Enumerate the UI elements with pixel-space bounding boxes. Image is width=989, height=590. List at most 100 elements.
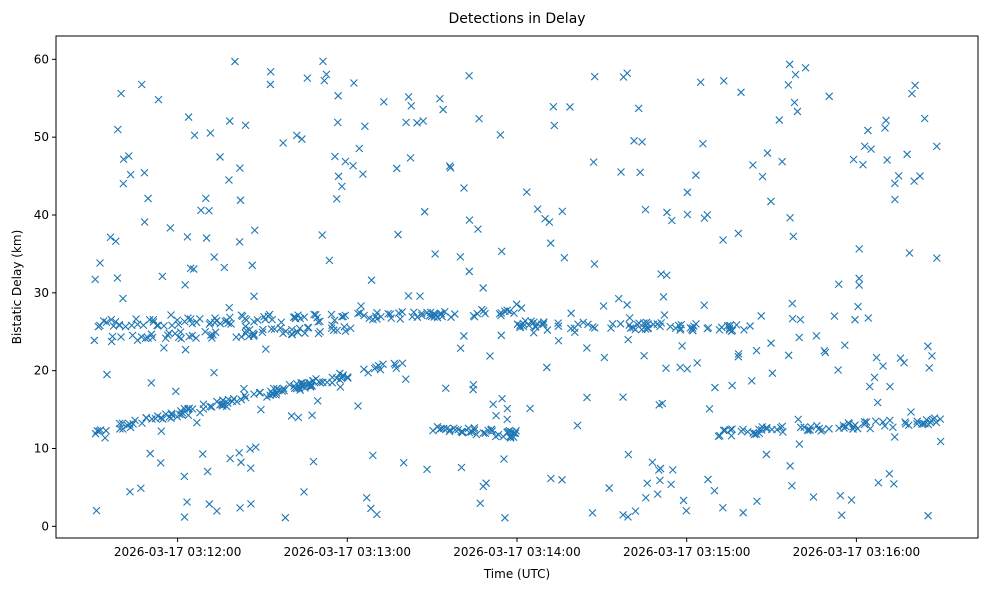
clutter-point — [325, 256, 334, 265]
clutter-point — [479, 284, 488, 292]
clutter-point — [497, 247, 506, 256]
clutter-point — [757, 312, 766, 320]
track-point — [269, 384, 278, 393]
track-point — [773, 425, 781, 434]
track-point — [879, 418, 887, 426]
clutter-point — [718, 503, 727, 512]
clutter-point — [300, 487, 308, 496]
track-point — [527, 317, 535, 326]
track-point — [327, 310, 336, 319]
clutter-point — [308, 411, 316, 420]
track-point — [376, 365, 385, 374]
clutter-point — [682, 506, 691, 515]
clutter-point — [683, 364, 692, 373]
track-point — [506, 432, 515, 441]
clutter-point — [359, 170, 367, 179]
clutter-point — [700, 214, 709, 222]
track-point — [495, 309, 504, 318]
clutter-point — [367, 504, 375, 513]
clutter-point — [570, 328, 579, 337]
track-point — [423, 308, 431, 317]
track-point — [90, 336, 99, 345]
track-point — [346, 324, 355, 333]
track-point — [676, 324, 685, 333]
clutter-point — [836, 491, 845, 500]
clutter-point — [920, 114, 929, 123]
clutter-point — [360, 122, 369, 131]
track-point — [840, 424, 848, 432]
track-point — [174, 320, 183, 329]
clutter-point — [226, 454, 235, 463]
track-point — [115, 321, 124, 330]
track-point — [91, 429, 100, 438]
clutter-point — [879, 362, 887, 370]
clutter-point — [236, 503, 244, 512]
clutter-point — [640, 351, 648, 360]
clutter-point — [246, 464, 255, 472]
clutter-point — [205, 500, 214, 508]
y-tick-label: 20 — [34, 364, 49, 378]
track-point — [270, 325, 279, 333]
clutter-point — [498, 394, 506, 403]
track-point — [160, 321, 168, 330]
track-point — [437, 424, 446, 433]
clutter-point — [266, 67, 275, 76]
track-point — [641, 325, 650, 333]
clutter-point — [775, 116, 784, 124]
clutter-point — [834, 366, 843, 374]
track-point — [409, 308, 418, 317]
track-point — [294, 311, 302, 319]
track-point — [717, 323, 726, 332]
track-point — [237, 395, 246, 404]
track-point — [704, 323, 713, 332]
track-point — [516, 323, 524, 332]
track-point — [290, 384, 299, 393]
clutter-point — [106, 233, 115, 242]
track-point — [129, 420, 138, 428]
track-point — [118, 419, 127, 428]
y-tick-label: 60 — [34, 52, 49, 66]
clutter-point — [567, 309, 576, 318]
clutter-point — [859, 160, 867, 169]
clutter-point — [903, 150, 912, 159]
clutter-point — [500, 455, 508, 463]
clutter-point — [854, 302, 862, 311]
track-point — [241, 329, 250, 338]
clutter-point — [549, 102, 558, 111]
track-point — [149, 315, 158, 324]
track-point — [335, 369, 344, 378]
scatter-points — [90, 57, 945, 522]
clutter-point — [705, 404, 714, 413]
track-point — [185, 332, 194, 341]
y-axis-label: Bistatic Delay (km) — [10, 230, 24, 345]
clutter-point — [590, 260, 599, 268]
clutter-point — [404, 291, 413, 300]
clutter-point — [465, 267, 474, 276]
track-point — [728, 425, 736, 433]
clutter-point — [247, 499, 255, 508]
clutter-point — [236, 196, 245, 205]
track-point — [205, 320, 214, 329]
clutter-point — [189, 265, 198, 273]
track-point — [206, 402, 214, 411]
clutter-point — [837, 511, 846, 519]
track-point — [579, 318, 588, 327]
track-point — [316, 327, 324, 336]
clutter-point — [617, 168, 625, 176]
track-point — [126, 423, 135, 432]
clutter-point — [183, 232, 192, 241]
track-point — [539, 320, 548, 329]
clutter-point — [147, 378, 156, 387]
x-tick-label: 2026-03-17 03:13:00 — [284, 545, 411, 559]
clutter-point — [849, 155, 858, 164]
track-point — [503, 306, 512, 315]
track-point — [524, 321, 533, 330]
clutter-point — [624, 450, 633, 459]
clutter-point — [225, 176, 233, 184]
track-point — [372, 363, 380, 372]
track-point — [676, 326, 685, 334]
clutter-point — [210, 368, 218, 377]
track-point — [192, 334, 201, 342]
track-point — [237, 332, 246, 341]
clutter-point — [889, 480, 898, 488]
